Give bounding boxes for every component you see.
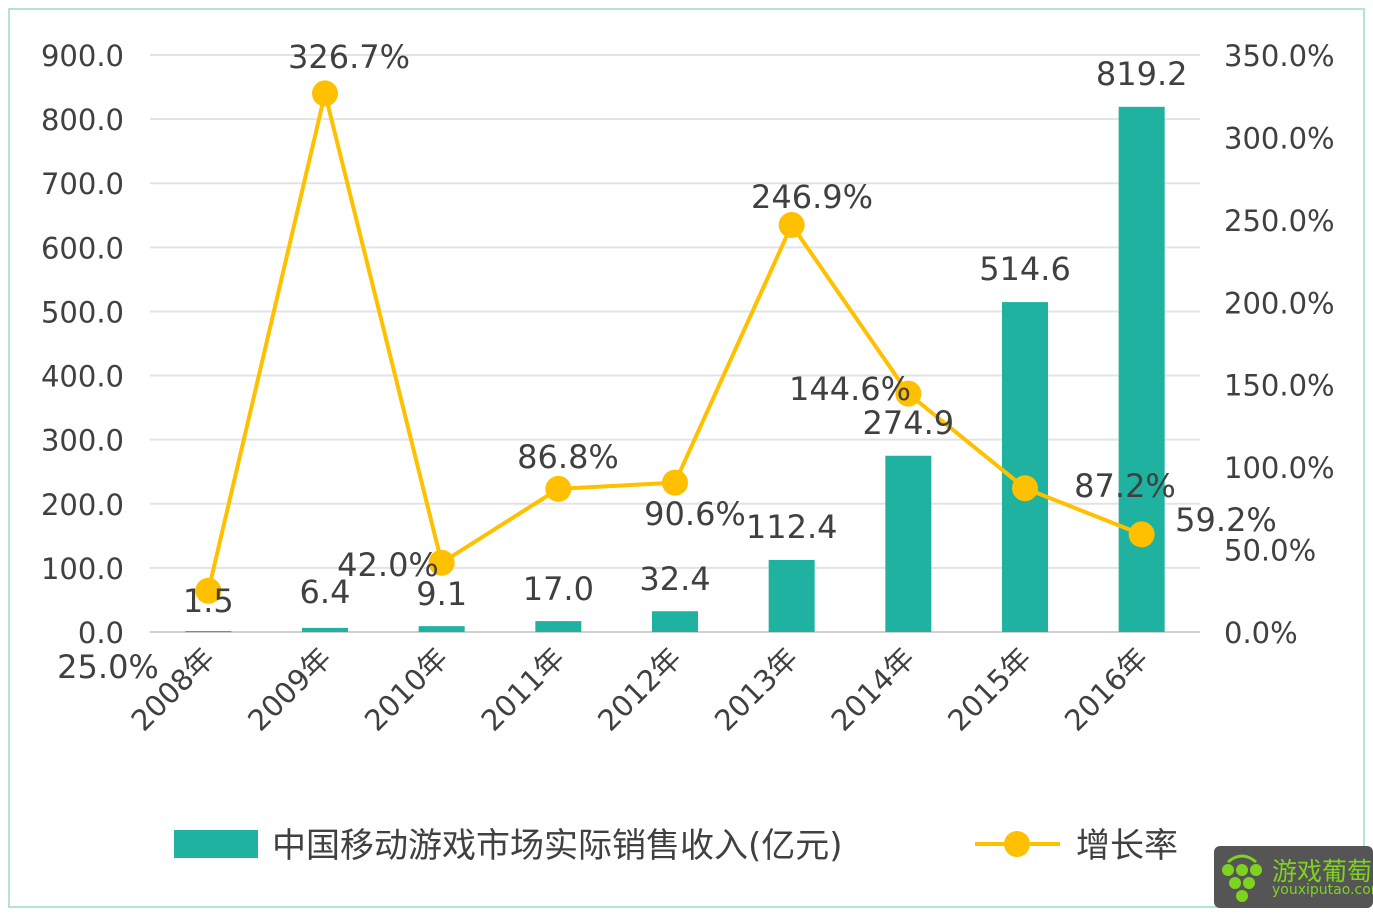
chart-frame xyxy=(8,8,1365,908)
y-right-tick-label: 100.0% xyxy=(1224,451,1335,485)
line-data-label: 87.2% xyxy=(1074,467,1176,505)
bar xyxy=(302,627,348,632)
y-left-tick-label: 700.0 xyxy=(41,167,124,201)
y-left-tick-label: 500.0 xyxy=(41,295,124,329)
legend-bar-swatch xyxy=(174,830,258,858)
x-tick-label: 2016年 xyxy=(1058,641,1155,738)
growth-point xyxy=(1012,475,1038,502)
x-tick-label: 2010年 xyxy=(358,641,455,738)
bar-data-label: 112.4 xyxy=(746,508,838,546)
bar-data-label: 32.4 xyxy=(639,560,710,598)
watermark-name: 游戏葡萄 xyxy=(1272,857,1373,886)
bar xyxy=(885,455,932,632)
line-data-label: 90.6% xyxy=(644,495,746,533)
grape-icon xyxy=(1222,854,1262,902)
bar xyxy=(768,559,815,632)
bar xyxy=(418,626,465,632)
y-left-tick-label: 200.0 xyxy=(41,488,124,522)
y-left-tick-label: 800.0 xyxy=(41,103,124,137)
growth-point xyxy=(895,380,922,407)
y-right-tick-label: 50.0% xyxy=(1224,534,1316,568)
legend-line-marker xyxy=(1004,831,1030,857)
watermark-url: youxiputao.com xyxy=(1272,882,1373,898)
x-tick-label: 2014年 xyxy=(825,641,922,738)
growth-point xyxy=(195,577,222,604)
bar xyxy=(535,621,582,632)
line-data-label: 59.2% xyxy=(1175,501,1277,539)
x-tick-label: 2015年 xyxy=(941,641,1038,738)
bar xyxy=(1002,302,1048,632)
y-right-tick-label: 350.0% xyxy=(1224,39,1335,73)
x-tick-label: 2012年 xyxy=(591,641,688,738)
line-data-label: 326.7% xyxy=(288,38,410,76)
bar-data-label: 819.2 xyxy=(1096,55,1188,93)
growth-point xyxy=(1128,521,1155,548)
y-left-tick-label: 0.0 xyxy=(78,616,124,650)
bar-data-label: 17.0 xyxy=(523,570,594,608)
bar-data-label: 6.4 xyxy=(300,573,351,611)
bar xyxy=(652,611,698,632)
bar xyxy=(185,631,232,633)
y-left-tick-label: 400.0 xyxy=(41,360,124,394)
growth-point xyxy=(778,211,805,238)
line-data-label: 86.8% xyxy=(517,438,619,476)
x-tick-label: 2009年 xyxy=(241,641,338,738)
y-right-tick-label: 250.0% xyxy=(1224,204,1335,238)
y-left-tick-label: 900.0 xyxy=(41,39,124,73)
line-data-label: 42.0% xyxy=(337,546,439,584)
line-data-label: 246.9% xyxy=(751,178,873,216)
line-data-label: 144.6% xyxy=(789,370,911,408)
legend-bar-label: 中国移动游戏市场实际销售收入(亿元) xyxy=(272,826,843,866)
x-tick-label: 2011年 xyxy=(475,641,572,738)
bar-data-label: 274.9 xyxy=(863,404,955,442)
y-right-tick-label: 300.0% xyxy=(1224,121,1335,155)
growth-point xyxy=(545,475,572,502)
line-data-label: 25.0% xyxy=(57,648,159,686)
y-left-tick-label: 300.0 xyxy=(41,424,124,458)
bar-data-label: 514.6 xyxy=(979,250,1071,288)
y-right-tick-label: 150.0% xyxy=(1224,369,1335,403)
x-tick-label: 2013年 xyxy=(708,641,805,738)
y-left-tick-label: 100.0 xyxy=(41,552,124,586)
bar-data-label: 1.5 xyxy=(183,582,234,620)
growth-point xyxy=(312,80,338,107)
y-right-tick-label: 0.0% xyxy=(1224,616,1298,650)
bar xyxy=(1118,106,1165,633)
growth-point xyxy=(662,469,688,496)
watermark-logo: 游戏葡萄 youxiputao.com xyxy=(1214,846,1373,908)
y-right-tick-label: 200.0% xyxy=(1224,286,1335,320)
bar-data-label: 9.1 xyxy=(416,575,467,613)
y-left-tick-label: 600.0 xyxy=(41,231,124,265)
growth-point xyxy=(428,549,455,576)
legend-line-label: 增长率 xyxy=(1076,826,1178,866)
